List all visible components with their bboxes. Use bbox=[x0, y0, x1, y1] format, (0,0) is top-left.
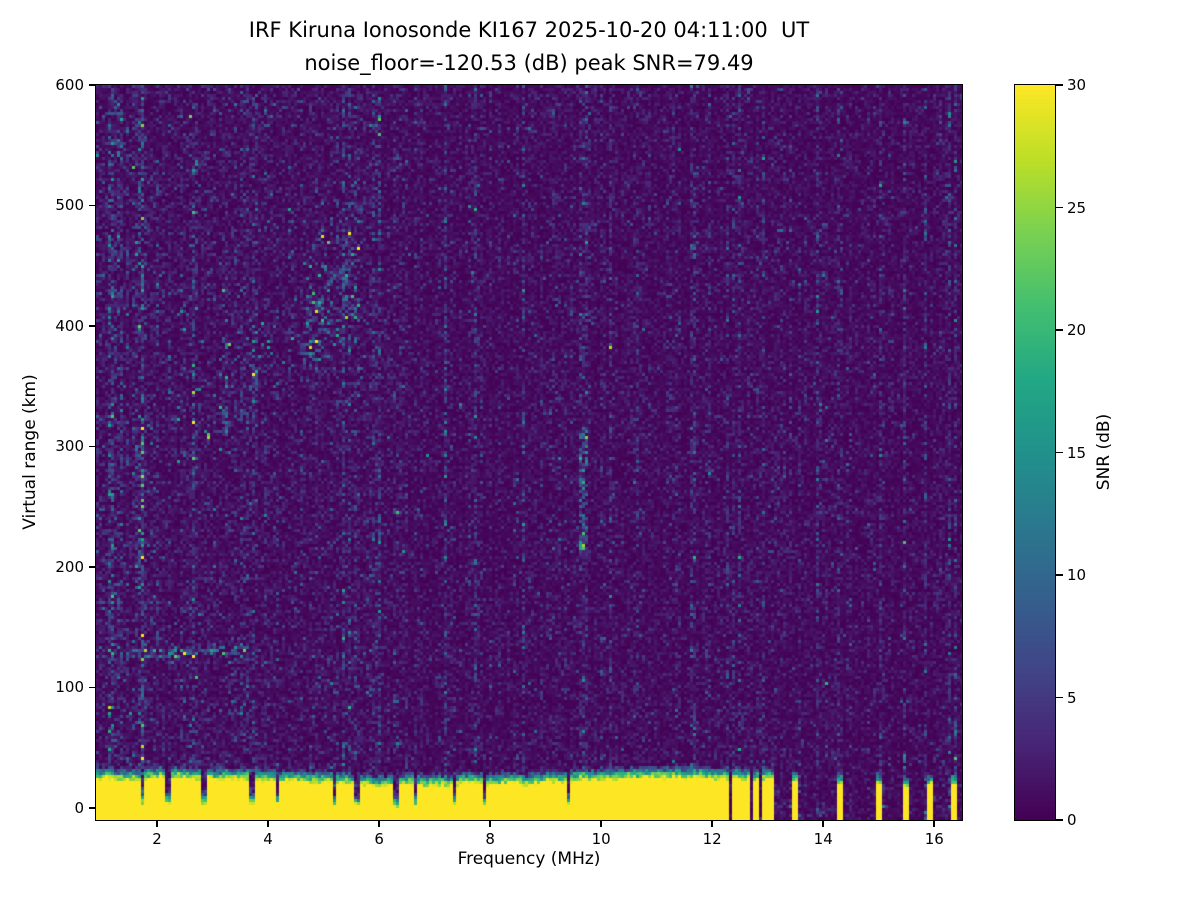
x-tick-mark bbox=[822, 820, 824, 827]
colorbar bbox=[1014, 84, 1056, 821]
colorbar-tick-mark bbox=[1056, 696, 1063, 699]
y-tick-label: 100 bbox=[55, 678, 84, 697]
x-tick-label: 2 bbox=[152, 830, 162, 848]
x-tick-label: 6 bbox=[374, 830, 384, 848]
colorbar-tick-label: 20 bbox=[1067, 321, 1087, 339]
colorbar-tick-mark bbox=[1056, 206, 1063, 209]
x-tick-label: 14 bbox=[813, 830, 833, 848]
chart-title: IRF Kiruna Ionosonde KI167 2025-10-20 04… bbox=[248, 18, 810, 42]
x-tick-mark bbox=[156, 820, 158, 827]
x-tick-mark bbox=[489, 820, 491, 827]
y-tick-label: 500 bbox=[55, 196, 84, 215]
y-tick-label: 600 bbox=[55, 76, 84, 94]
colorbar-label: SNR (dB) bbox=[1094, 413, 1114, 491]
y-tick-mark bbox=[89, 807, 96, 809]
x-tick-label: 12 bbox=[702, 830, 722, 848]
x-tick-label: 8 bbox=[485, 830, 495, 848]
colorbar-tick-mark bbox=[1056, 329, 1063, 331]
y-tick-mark bbox=[89, 686, 96, 689]
colorbar-tick-label: 25 bbox=[1067, 198, 1087, 217]
colorbar-tick-label: 10 bbox=[1067, 566, 1087, 584]
x-tick-label: 10 bbox=[591, 830, 611, 848]
colorbar-gradient-canvas bbox=[1015, 85, 1055, 820]
x-tick-label: 4 bbox=[263, 830, 273, 848]
y-tick-label: 300 bbox=[55, 437, 84, 456]
colorbar-tick-label: 0 bbox=[1067, 811, 1077, 829]
y-tick-label: 0 bbox=[74, 798, 84, 817]
x-tick-label: 16 bbox=[924, 830, 944, 848]
x-tick-mark bbox=[711, 820, 713, 827]
colorbar-tick-label: 5 bbox=[1067, 688, 1077, 707]
y-tick-mark bbox=[89, 566, 96, 568]
colorbar-tick-mark bbox=[1056, 574, 1063, 576]
x-axis-label: Frequency (MHz) bbox=[457, 849, 601, 869]
x-tick-mark bbox=[378, 820, 380, 827]
colorbar-tick-label: 15 bbox=[1067, 443, 1087, 462]
ionogram-heatmap-canvas bbox=[96, 85, 962, 820]
y-tick-label: 200 bbox=[55, 557, 84, 576]
chart-subtitle: noise_floor=-120.53 (dB) peak SNR=79.49 bbox=[304, 51, 754, 75]
x-tick-mark bbox=[933, 820, 935, 827]
colorbar-tick-mark bbox=[1056, 451, 1063, 454]
colorbar-tick-label: 30 bbox=[1067, 76, 1087, 94]
y-tick-mark bbox=[89, 445, 96, 448]
colorbar-tick-mark bbox=[1056, 819, 1063, 821]
y-tick-mark bbox=[89, 204, 96, 207]
x-tick-mark bbox=[267, 820, 269, 827]
colorbar-tick-mark bbox=[1056, 84, 1063, 86]
y-tick-mark bbox=[89, 84, 96, 86]
y-tick-label: 400 bbox=[55, 316, 84, 335]
y-tick-mark bbox=[89, 325, 96, 327]
x-tick-mark bbox=[600, 820, 602, 827]
heatmap-plot bbox=[95, 84, 963, 821]
y-axis-label: Virtual range (km) bbox=[20, 374, 40, 530]
